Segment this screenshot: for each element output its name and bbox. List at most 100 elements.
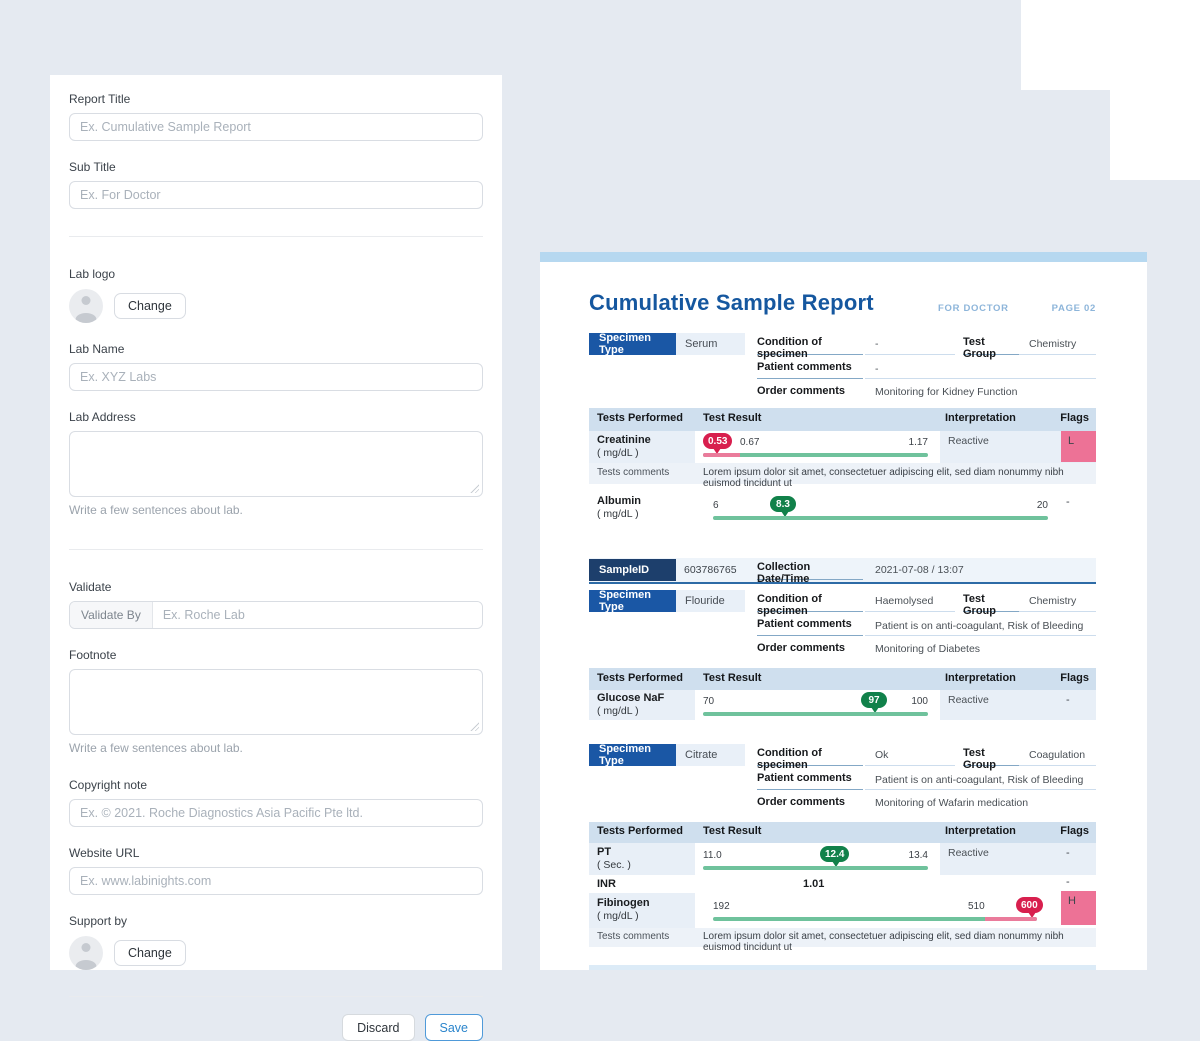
test-row-glucose: Glucose NaF ( mg/dL ) Reactive - 70 97 1… (589, 690, 1096, 720)
lab-address-textarea[interactable] (69, 431, 483, 497)
discard-button[interactable]: Discard (342, 1014, 415, 1041)
divider (69, 996, 483, 997)
validate-by-prefix: Validate By (70, 602, 153, 628)
support-by-change-button[interactable]: Change (114, 940, 186, 966)
flag-block-low: L (1061, 431, 1096, 462)
patient-comments-label: Patient comments (757, 361, 863, 379)
tests-comments-row: Tests comments Lorem ipsum dolor sit ame… (589, 463, 1096, 489)
order-comments-row: Order comments Monitoring for Kidney Fun… (589, 381, 1096, 404)
report-page-label: PAGE 02 (1051, 303, 1096, 314)
lab-logo-change-button[interactable]: Change (114, 293, 186, 319)
test-name: INR (597, 878, 616, 890)
test-row-albumin: Albumin ( mg/dL ) - 6 8.3 20 (589, 491, 1096, 526)
lab-address-helper: Write a few sentences about lab. (69, 503, 243, 517)
tests-performed-header: Tests Performed (597, 412, 683, 424)
support-by-avatar (69, 936, 103, 970)
sample-id-badge: SampleID (589, 559, 676, 581)
sub-title-input[interactable] (69, 181, 483, 209)
test-unit: ( mg/dL ) (597, 910, 639, 922)
next-section-partial-band (589, 965, 1096, 970)
tests-table-header: Tests Performed Test Result Interpretati… (589, 668, 1096, 690)
order-comments-label: Order comments (757, 796, 846, 808)
validate-by-input[interactable] (152, 602, 482, 628)
result-pill: 600 (1016, 897, 1043, 913)
specimen-row: Specimen Type Citrate Condition of speci… (589, 743, 1096, 771)
specimen-type-badge: Specimen Type (589, 589, 676, 613)
range-max: 1.17 (908, 437, 928, 448)
test-name: Glucose NaF (597, 692, 665, 704)
result-pill: 8.3 (770, 496, 796, 512)
lab-logo-avatar (69, 289, 103, 323)
test-row-creatinine: Creatinine ( mg/dL ) Reactive L 0.53 0.6… (589, 431, 1096, 463)
tests-performed-header: Tests Performed (597, 825, 683, 837)
specimen-row: Specimen Type Flouride Condition of spec… (589, 589, 1096, 617)
range-min: 6 (713, 500, 719, 511)
report-title-input[interactable] (69, 113, 483, 141)
test-result-header: Test Result (703, 672, 762, 684)
tests-performed-header: Tests Performed (597, 672, 683, 684)
flags-header: Flags (1060, 412, 1089, 424)
website-url-input[interactable] (69, 867, 483, 895)
collection-label: Collection Date/Time (757, 561, 863, 585)
condition-value: Ok (865, 749, 955, 766)
divider (69, 549, 483, 550)
result-pill: 12.4 (820, 846, 850, 862)
collection-value: 2021-07-08 / 13:07 (875, 564, 964, 576)
range-min: 11.0 (703, 850, 722, 861)
test-result-header: Test Result (703, 412, 762, 424)
specimen-type-value: Serum (676, 333, 745, 355)
lab-address-label: Lab Address (69, 410, 136, 424)
result-slider-creatinine: 0.53 0.67 1.17 (703, 432, 928, 462)
report-title: Cumulative Sample Report (589, 290, 874, 315)
patient-comments-value: Patient is on anti-coagulant, Risk of Bl… (865, 620, 1096, 636)
patient-comments-label: Patient comments (757, 618, 863, 636)
interpretation-header: Interpretation (945, 672, 1016, 684)
person-icon (81, 943, 91, 952)
test-name: Albumin (597, 495, 641, 507)
page: Report Title Sub Title Lab logo Change L… (50, 0, 1200, 1041)
tests-comments-label: Tests comments (597, 931, 670, 942)
result-pill: 0.53 (703, 433, 733, 449)
test-group-label: Test Group (963, 747, 1019, 771)
resize-handle-icon[interactable] (469, 483, 479, 493)
result-slider-fibinogen: 192 510 600 (713, 896, 1058, 926)
order-comments-label: Order comments (757, 385, 846, 397)
resize-handle-icon[interactable] (469, 721, 479, 731)
patient-comments-value: Patient is on anti-coagulant, Risk of Bl… (865, 774, 1096, 790)
test-unit: ( Sec. ) (597, 859, 631, 871)
test-group-value: Chemistry (1019, 338, 1096, 355)
sample-id-row: SampleID 603786765 Collection Date/Time … (589, 558, 1096, 585)
specimen-type-value: Citrate (676, 744, 745, 766)
patient-comments-label: Patient comments (757, 772, 863, 790)
condition-value: - (865, 338, 955, 355)
range-min: 70 (703, 696, 715, 707)
interpretation-value: Reactive (948, 694, 989, 706)
specimen-type-value: Flouride (676, 590, 745, 612)
copyright-note-input[interactable] (69, 799, 483, 827)
range-max: 100 (911, 696, 928, 707)
flag-value: - (1066, 496, 1070, 508)
test-unit: ( mg/dL ) (597, 508, 639, 520)
person-icon (75, 313, 97, 323)
flag-value: - (1066, 694, 1070, 706)
flag-value: H (1068, 895, 1076, 907)
test-row-inr: INR 1.01 - (589, 875, 1096, 893)
lab-name-input[interactable] (69, 363, 483, 391)
test-name: PT (597, 846, 612, 858)
validate-label: Validate (69, 580, 112, 594)
save-button[interactable]: Save (424, 1014, 483, 1041)
test-result-header: Test Result (703, 825, 762, 837)
test-name: Creatinine (597, 434, 651, 446)
range-mid: 510 (968, 901, 985, 912)
patient-comments-row: Patient comments - (589, 359, 1096, 381)
pointer-icon (832, 861, 840, 867)
flags-header: Flags (1060, 672, 1089, 684)
range-min: 192 (713, 901, 730, 912)
footnote-textarea[interactable] (69, 669, 483, 735)
support-by-label: Support by (69, 914, 128, 928)
test-name: Fibinogen (597, 897, 650, 909)
sample-id-value: 603786765 (684, 564, 737, 576)
lab-name-label: Lab Name (69, 342, 125, 356)
pointer-icon (781, 511, 789, 517)
tests-comments-row: Tests comments Lorem ipsum dolor sit ame… (589, 928, 1096, 953)
